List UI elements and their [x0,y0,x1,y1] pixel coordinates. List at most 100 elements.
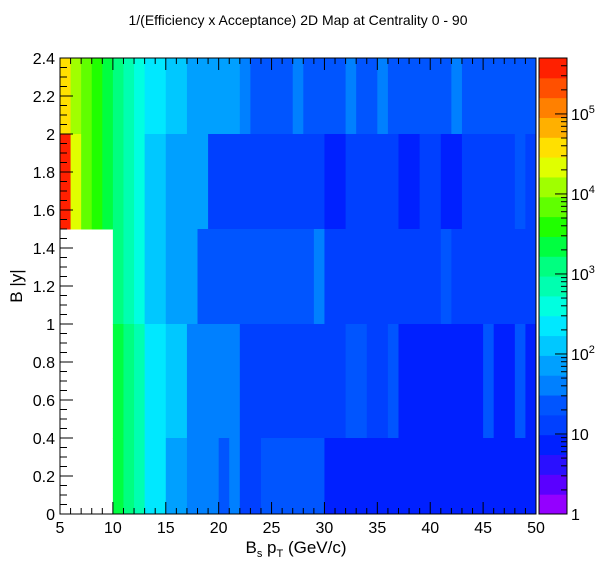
x-tick-label: 5 [56,520,65,537]
heatmap-cell [112,58,124,135]
x-tick-label: 30 [316,520,334,537]
heatmap-cell [134,229,146,325]
color-scale-band [539,434,567,456]
z-tick-base: 10 [571,267,589,284]
z-tick-label: 102 [571,344,595,364]
color-scale-band [539,157,567,178]
y-tick-label: 2.2 [33,89,55,106]
z-tick-base: 10 [571,107,589,124]
y-axis-ticks: 0 0.2 0.4 0.6 0.8 1 1.2 1.4 1.6 1.8 2 2.2 2.4 [33,51,73,524]
heatmap-cells [60,58,537,515]
x-tick-label: 20 [210,520,228,537]
heatmap-cell [324,229,336,325]
z-tick-label: 104 [571,184,595,204]
y-tick-label: 2.4 [33,51,55,68]
heatmap-cell [398,134,421,230]
z-tick-label: 105 [571,104,595,124]
heatmap-cell [123,229,135,325]
heatmap-cell [493,324,516,439]
x-axis-label-tail: (GeV/c) [283,538,346,557]
y-tick-label: 1 [46,317,55,334]
color-scale-bar [538,57,568,515]
x-tick-label: 35 [368,520,386,537]
heatmap-cell [229,438,241,515]
x-tick-label: 15 [157,520,175,537]
x-tick-label: 25 [263,520,281,537]
heatmap-cell [70,58,82,135]
y-tick-label: 2 [46,127,55,144]
y-tick-label: 1.8 [33,165,55,182]
color-scale-band [539,176,567,198]
heatmap-cell [81,58,93,135]
x-axis-label-sub2: T [277,548,284,560]
color-scale-band [539,295,567,317]
heatmap-cell [387,324,399,439]
y-tick-label: 1.2 [33,279,55,296]
x-tick-label: 10 [104,520,122,537]
heatmap-cell [345,58,357,135]
color-scale-band [539,474,567,495]
heatmap-cell [186,58,241,135]
color-scale-band [539,256,567,277]
heatmap-cell [377,58,389,135]
heatmap-cell [144,134,167,230]
heatmap-cell [144,438,167,515]
heatmap-cell [144,229,167,325]
y-tick-label: 1.4 [33,241,55,258]
plot-frame [59,57,537,515]
color-scale-band [539,236,567,257]
color-scale-band [539,375,567,396]
z-tick-exponent: 2 [589,344,595,356]
y-tick-label: 0.2 [33,469,55,486]
color-scale-band [539,196,567,218]
y-tick-label: 0.4 [33,431,55,448]
heatmap-cell [303,58,347,135]
heatmap-cell [440,229,452,325]
z-tick-exponent: 5 [589,104,595,116]
heatmap-cell [123,438,135,515]
heatmap-cell [134,324,146,439]
y-tick-label: 0.8 [33,355,55,372]
heatmap-cell [366,324,389,439]
heatmap-cell [134,58,146,135]
heatmap-cell [451,58,463,135]
heatmap-cell [250,58,294,135]
heatmap-cell [239,438,262,515]
x-tick-label: 45 [474,520,492,537]
heatmap-cell [260,438,325,515]
heatmap-cell [239,58,251,135]
heatmap-cell [112,134,124,230]
color-scale-band [539,454,567,475]
color-scale-band [539,276,567,297]
heatmap-cell [70,134,82,230]
x-axis-label-main: B [245,538,256,557]
color-scale-band [539,77,567,99]
heatmap-cell [186,438,220,515]
heatmap-cell [165,229,199,325]
heatmap-cell [218,438,230,515]
z-tick-base: 10 [571,427,589,444]
heatmap-cell [440,134,463,230]
heatmap-cell [197,229,315,325]
heatmap-cell [165,324,188,439]
x-axis-label: Bs pT (GeV/c) [245,538,346,560]
y-tick-label: 0 [46,507,55,524]
heatmap-cell [514,134,526,230]
heatmap-cell [123,324,135,439]
heatmap-cell [134,438,146,515]
heatmap-cell [483,324,495,439]
z-tick-base: 10 [571,187,589,204]
z-tick-exponent: 4 [589,184,595,196]
heatmap-cell [91,134,103,230]
heatmap-cell [324,324,347,439]
x-axis-ticks: 5 10 15 20 25 30 35 40 45 50 [56,58,545,537]
heatmap-cell [123,134,135,230]
heatmap-cell [525,324,537,439]
heatmap-cell [81,134,93,230]
color-scale-band [539,216,567,237]
heatmap-cell [186,324,241,439]
y-tick-label: 0.6 [33,393,55,410]
z-tick-label: 10 [571,427,589,444]
